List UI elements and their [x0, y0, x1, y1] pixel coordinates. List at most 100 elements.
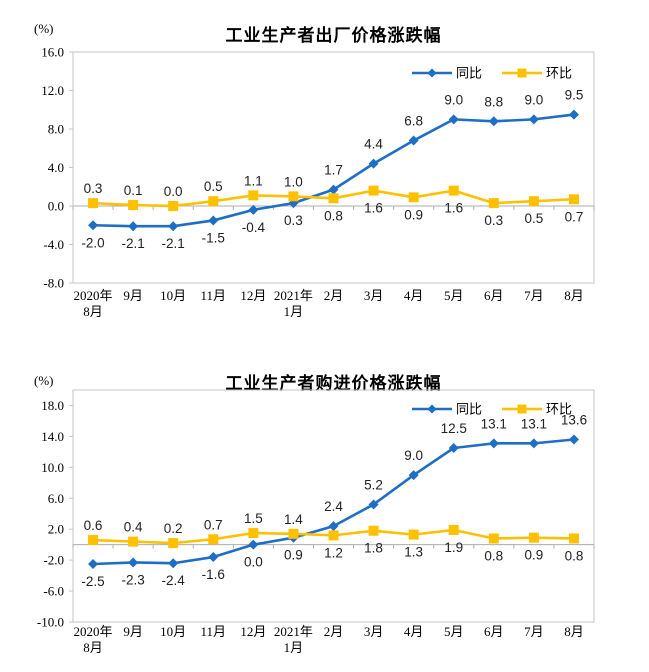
data-label-yoy: -2.1: [121, 236, 144, 251]
yoy-diamond-marker-icon: [568, 434, 579, 445]
legend-mom-square-marker-icon: [517, 68, 527, 78]
x-axis-category-label: 8月: [564, 624, 584, 639]
data-label-yoy: 12.5: [441, 421, 467, 436]
mom-square-marker-icon: [128, 536, 139, 547]
data-label-mom: 1.9: [444, 540, 463, 555]
data-label-mom: 0.7: [565, 209, 584, 224]
mom-square-marker-icon: [248, 190, 259, 201]
plot-border: [72, 389, 595, 623]
data-label-mom: 0.6: [84, 518, 103, 533]
yoy-diamond-marker-icon: [168, 558, 179, 569]
yoy-diamond-marker-icon: [488, 438, 499, 449]
mom-square-marker-icon: [288, 528, 299, 539]
data-label-yoy: 4.4: [364, 137, 383, 152]
y-axis-tick-label: 4.0: [48, 160, 64, 175]
data-label-yoy: -1.5: [202, 230, 225, 245]
x-axis-category-label: 12月: [240, 624, 266, 639]
mom-square-marker-icon: [328, 530, 339, 541]
mom-square-marker-icon: [568, 533, 579, 544]
yoy-diamond-marker-icon: [368, 158, 379, 169]
yoy-diamond-marker-icon: [528, 438, 539, 449]
yoy-diamond-marker-icon: [368, 499, 379, 510]
mom-square-marker-icon: [488, 533, 499, 544]
mom-square-marker-icon: [368, 185, 379, 196]
data-label-mom: 1.4: [284, 512, 303, 527]
legend-yoy-label: 同比: [456, 402, 482, 417]
chart-1-y-axis-unit-label: (%): [34, 21, 54, 36]
y-axis-tick-label: 2.0: [48, 522, 64, 537]
y-axis-tick-label: 18.0: [41, 398, 64, 413]
data-label-mom: 0.7: [204, 517, 223, 532]
y-axis-tick-label: -4.0: [43, 237, 64, 252]
chart-1-block: (%) 工业生产者出厂价格涨跌幅 16.0 12.0 8.0 4.0 0.0 -4.0 -8…: [34, 21, 595, 319]
data-label-mom: 0.8: [484, 548, 503, 563]
y-axis-tick-label: 10.0: [41, 460, 64, 475]
yoy-diamond-marker-icon: [128, 221, 139, 232]
data-label-mom: 0.9: [404, 207, 423, 222]
mom-square-marker-icon: [448, 185, 459, 196]
x-axis-category-label: 11月: [201, 288, 227, 303]
yoy-diamond-marker-icon: [208, 552, 219, 563]
mom-square-marker-icon: [328, 193, 339, 204]
chart-2-block: (%) 工业生产者购进价格涨跌幅 18.0 14.0 10.0 6.0 2.0 -2.0 -…: [0, 336, 649, 672]
data-label-mom: 0.2: [164, 521, 183, 536]
data-label-mom: 1.0: [284, 174, 303, 189]
data-label-yoy: -2.0: [81, 235, 104, 250]
y-axis-tick-label: 14.0: [41, 429, 64, 444]
x-axis-category-label: 12月: [240, 288, 266, 303]
data-label-mom: 1.5: [244, 511, 263, 526]
yoy-diamond-marker-icon: [208, 215, 219, 226]
mom-square-marker-icon: [128, 200, 139, 211]
x-axis-category-label: 1月: [284, 640, 304, 655]
yoy-diamond-marker-icon: [248, 539, 259, 550]
data-label-yoy: 0.9: [284, 548, 303, 563]
legend-mom-label: 环比: [546, 66, 572, 81]
mom-square-marker-icon: [248, 528, 259, 539]
mom-square-marker-icon: [488, 198, 499, 209]
data-label-yoy: 13.1: [481, 416, 507, 431]
y-axis-tick-label: -6.0: [43, 584, 64, 599]
mom-square-marker-icon: [528, 532, 539, 543]
x-axis-category-label: 4月: [404, 624, 424, 639]
yoy-diamond-marker-icon: [448, 114, 459, 125]
legend-yoy-diamond-marker-icon: [427, 68, 437, 78]
data-label-yoy: 2.4: [324, 499, 343, 514]
data-label-mom: 1.2: [324, 545, 343, 560]
yoy-diamond-marker-icon: [168, 221, 179, 232]
y-axis-tick-label: -2.0: [43, 553, 64, 568]
data-label-mom: 0.5: [524, 211, 543, 226]
mom-square-marker-icon: [408, 529, 419, 540]
y-axis-tick-label: 8.0: [48, 122, 64, 137]
mom-square-marker-icon: [568, 194, 579, 205]
mom-square-marker-icon: [88, 198, 99, 209]
mom-square-marker-icon: [168, 201, 179, 211]
x-axis-category-label: 5月: [444, 624, 464, 639]
data-label-mom: 0.9: [524, 548, 543, 563]
data-label-mom: 0.3: [84, 181, 103, 196]
x-axis-category-label: 7月: [524, 624, 544, 639]
yoy-diamond-marker-icon: [328, 521, 339, 532]
y-axis-tick-label: -10.0: [37, 615, 64, 630]
x-axis-category-label: 3月: [364, 624, 384, 639]
x-axis-category-label: 2021年: [274, 288, 313, 303]
x-axis-category-label: 2月: [324, 624, 344, 639]
data-label-yoy: 1.7: [324, 163, 343, 178]
data-label-mom: 0.5: [204, 179, 223, 194]
mom-square-marker-icon: [88, 535, 99, 546]
data-label-yoy: -2.1: [162, 236, 185, 251]
data-label-mom: 0.4: [124, 520, 143, 535]
yoy-diamond-marker-icon: [408, 135, 419, 146]
x-axis-category-label: 5月: [444, 288, 464, 303]
data-label-mom: 0.3: [484, 213, 503, 228]
y-axis-tick-label: -8.0: [43, 276, 64, 291]
yoy-diamond-marker-icon: [488, 116, 499, 127]
mom-square-marker-icon: [528, 196, 539, 207]
y-axis-tick-label: 0.0: [48, 199, 64, 214]
yoy-diamond-marker-icon: [408, 470, 419, 481]
chart-2-canvas: 18.014.010.06.02.0-2.0-6.0-10.02020年8月9月…: [37, 389, 595, 655]
data-label-yoy: 6.8: [404, 114, 423, 129]
chart-2-y-axis-unit-label: (%): [34, 373, 54, 388]
data-label-yoy: 9.5: [565, 88, 584, 103]
